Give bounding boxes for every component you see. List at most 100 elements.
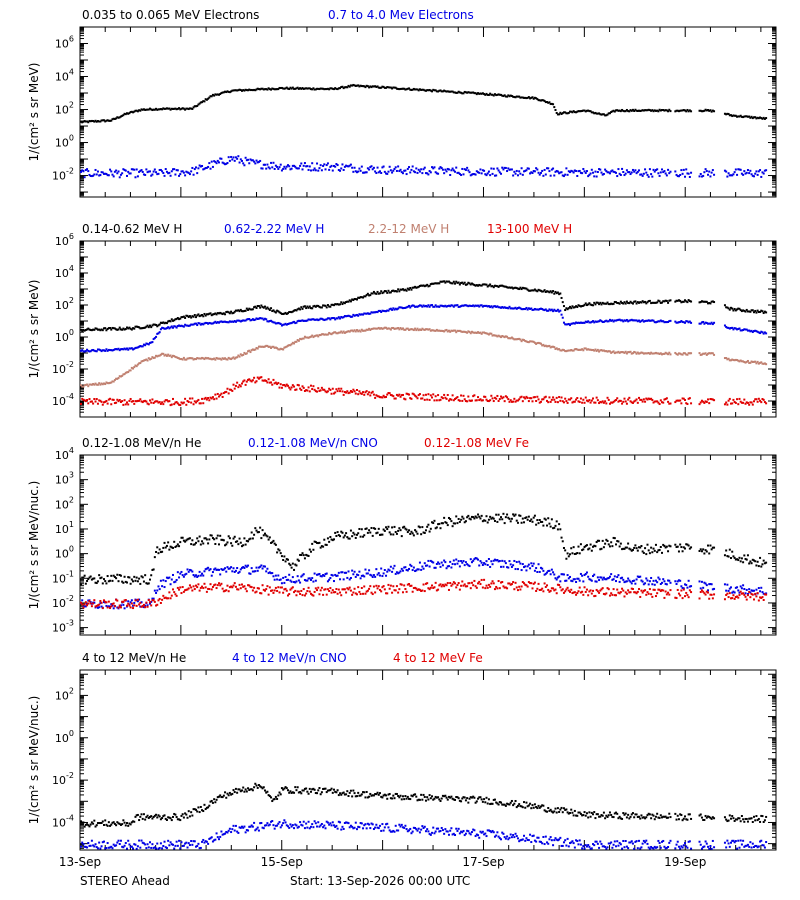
data-point <box>654 109 657 112</box>
data-point <box>198 102 201 105</box>
data-point <box>105 604 108 607</box>
data-point <box>630 318 633 321</box>
data-point <box>278 549 281 552</box>
data-point <box>749 361 752 364</box>
data-point <box>535 567 538 570</box>
data-point <box>133 327 136 330</box>
data-point <box>197 322 200 325</box>
data-point <box>104 383 107 386</box>
data-point <box>135 168 138 171</box>
data-point <box>595 301 598 304</box>
data-point <box>161 401 164 404</box>
data-point <box>751 117 754 120</box>
data-point <box>277 381 280 384</box>
data-point <box>754 560 757 563</box>
data-point <box>640 544 643 547</box>
data-point <box>746 115 749 118</box>
data-point <box>652 401 655 404</box>
data-point <box>161 585 164 588</box>
data-point <box>99 329 102 332</box>
data-point <box>668 351 671 354</box>
data-point <box>286 323 289 326</box>
data-point <box>92 348 95 351</box>
data-point <box>619 300 622 303</box>
data-point <box>325 572 328 575</box>
data-point <box>157 332 160 335</box>
data-point <box>133 601 136 604</box>
data-point <box>429 283 432 286</box>
data-point <box>375 292 378 295</box>
data-point <box>127 600 130 603</box>
data-point <box>330 538 333 541</box>
data-point <box>325 333 328 336</box>
data-point <box>234 384 237 387</box>
data-point <box>378 309 381 312</box>
data-point <box>565 307 568 310</box>
data-point <box>548 569 551 572</box>
data-point <box>627 301 630 304</box>
data-point <box>541 290 544 293</box>
data-point <box>463 304 466 307</box>
data-point <box>569 324 572 327</box>
data-point <box>650 302 653 305</box>
data-point <box>659 109 662 112</box>
data-point <box>475 93 478 96</box>
data-point <box>547 570 550 573</box>
data-point <box>744 402 747 405</box>
data-point <box>113 117 116 120</box>
data-point <box>481 283 484 286</box>
data-point <box>490 285 493 288</box>
data-point <box>656 551 659 554</box>
data-point <box>548 308 551 311</box>
data-point <box>639 546 642 549</box>
data-point <box>552 167 555 170</box>
data-point <box>168 319 171 322</box>
data-point <box>544 290 547 293</box>
data-point <box>360 574 363 577</box>
data-point <box>101 349 104 352</box>
data-point <box>159 108 162 111</box>
data-point <box>185 107 188 110</box>
data-point <box>763 401 766 404</box>
data-point <box>533 288 536 291</box>
data-point <box>427 285 430 288</box>
data-point <box>115 348 118 351</box>
data-point <box>648 352 651 355</box>
data-point <box>178 107 181 110</box>
data-point <box>754 398 757 401</box>
data-point <box>705 353 708 356</box>
data-point <box>391 570 394 573</box>
data-point <box>312 385 315 388</box>
data-point <box>184 573 187 576</box>
data-point <box>155 400 158 403</box>
data-point <box>587 548 590 551</box>
data-point <box>112 327 115 330</box>
data-point <box>408 393 411 396</box>
data-point <box>492 559 495 562</box>
data-point <box>106 119 109 122</box>
data-point <box>211 322 214 325</box>
data-point <box>395 393 398 396</box>
data-point <box>147 343 150 346</box>
data-point <box>462 517 465 520</box>
data-point <box>107 580 110 583</box>
data-point <box>409 397 412 400</box>
data-point <box>305 319 308 322</box>
data-point <box>679 299 682 302</box>
data-point <box>205 166 208 169</box>
data-point <box>96 120 99 123</box>
data-point <box>441 90 444 93</box>
data-point <box>113 170 116 173</box>
data-point <box>496 335 499 338</box>
data-point <box>175 545 178 548</box>
data-point <box>581 348 584 351</box>
data-point <box>139 344 142 347</box>
data-point <box>179 541 182 544</box>
data-point <box>157 552 160 555</box>
data-point <box>437 523 440 526</box>
data-point <box>745 171 748 174</box>
data-point <box>506 566 509 569</box>
data-point <box>584 544 587 547</box>
data-point <box>247 378 250 381</box>
data-point <box>610 319 613 322</box>
